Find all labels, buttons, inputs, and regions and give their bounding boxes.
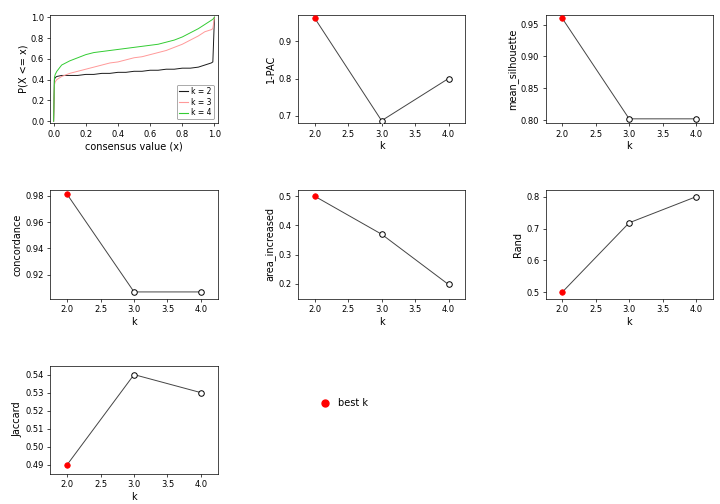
Y-axis label: concordance: concordance <box>13 213 23 276</box>
X-axis label: k: k <box>626 317 632 327</box>
X-axis label: consensus value (x): consensus value (x) <box>85 141 183 151</box>
Y-axis label: Jaccard: Jaccard <box>13 402 23 437</box>
Y-axis label: 1-PAC: 1-PAC <box>266 55 276 83</box>
Y-axis label: P(X <= x): P(X <= x) <box>18 45 28 93</box>
Y-axis label: mean_silhouette: mean_silhouette <box>507 29 518 110</box>
Y-axis label: Rand: Rand <box>513 232 523 257</box>
Legend: k = 2, k = 3, k = 4: k = 2, k = 3, k = 4 <box>176 85 214 119</box>
X-axis label: k: k <box>131 317 137 327</box>
X-axis label: k: k <box>379 141 384 151</box>
X-axis label: k: k <box>131 492 137 502</box>
Legend: best k: best k <box>311 395 372 412</box>
Y-axis label: area_increased: area_increased <box>265 208 276 281</box>
X-axis label: k: k <box>379 317 384 327</box>
X-axis label: k: k <box>626 141 632 151</box>
